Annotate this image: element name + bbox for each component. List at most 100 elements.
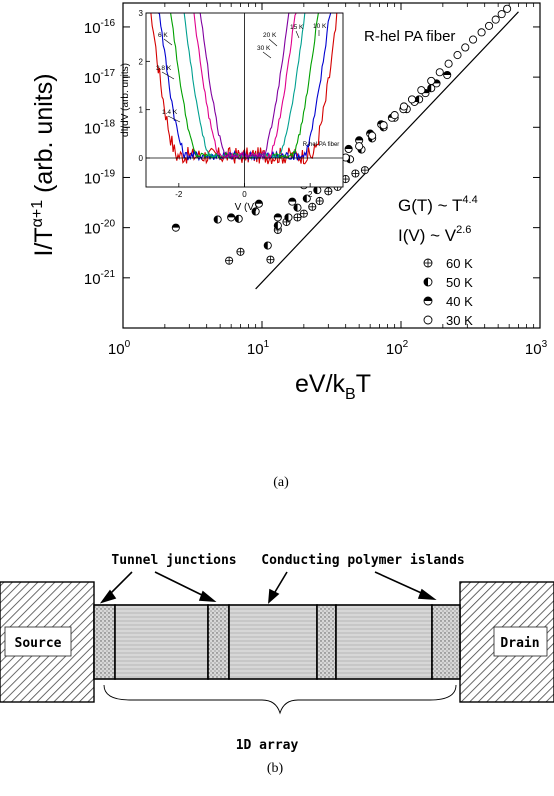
tunnel-junctions-label: Tunnel junctions: [111, 553, 236, 568]
inset-temp-arrow: [163, 38, 173, 46]
inset-temp-arrow: [161, 71, 175, 80]
data-point-cross-circle: [293, 213, 302, 222]
polymer-island: [114, 604, 209, 680]
conductance-law: G(T) ~ T4.4: [398, 194, 478, 215]
inset-temp-label-6: 30 K: [257, 45, 271, 52]
data-point-open-circle: [355, 142, 364, 151]
marker-fill: [252, 207, 256, 216]
inset-temp-label-3: 20 K: [263, 32, 277, 39]
marker-fill: [424, 297, 432, 301]
x-axis-label: eV/kBT: [295, 370, 371, 403]
drain-label: Drain: [500, 636, 539, 651]
data-point-cross-circle: [308, 202, 317, 211]
y-tick-label: 10-21: [84, 269, 116, 288]
inset-temp-arrow: [295, 30, 300, 39]
data-point-open-circle: [503, 4, 512, 13]
data-point-cross-circle: [315, 196, 324, 206]
main-plot-frame: [122, 2, 541, 329]
data-point-half-top: [254, 199, 263, 208]
marker-ring: [407, 95, 417, 104]
drain-label-box: [493, 626, 548, 657]
y-tick-label: 10-17: [84, 68, 116, 87]
inset-temp-label-5: 10 K: [313, 23, 327, 30]
current-law: I(V) ~ V2.6: [398, 224, 471, 245]
marker-ring: [368, 131, 377, 140]
inset-y-tick-label: 1: [139, 106, 144, 115]
data-point-half-top: [227, 213, 236, 222]
data-point-open-circle: [461, 43, 470, 52]
inset-x-tick-label: -2: [175, 190, 183, 199]
data-point-half-left: [284, 213, 293, 222]
marker-fill: [227, 213, 235, 218]
legend: 60 K 50 K 40 K 30 K: [423, 256, 473, 328]
marker-ring: [477, 28, 486, 37]
marker-fill: [345, 145, 353, 149]
marker-fill: [288, 198, 296, 202]
inset-x-tick-label: 0: [242, 190, 247, 199]
data-point-open-circle: [435, 68, 444, 77]
marker-fill: [427, 84, 432, 92]
data-point-open-circle: [497, 10, 506, 19]
marker-fill: [274, 221, 278, 230]
marker-ring: [355, 142, 364, 151]
marker-ring: [461, 43, 470, 52]
data-point-open-circle: [417, 86, 426, 95]
inset-temp-arrow: [262, 51, 272, 59]
polymer-islands-label: Conducting polymer islands: [261, 553, 465, 568]
data-point-half-top: [288, 197, 297, 206]
data-point-half-top: [423, 296, 433, 306]
inset-x-tick-label: 2: [308, 190, 313, 199]
y-tick-label: 10-19: [84, 168, 116, 187]
marker-ring: [453, 51, 462, 60]
inset-y-tick-label: 2: [139, 57, 144, 66]
marker-ring: [444, 59, 453, 68]
marker-fill: [235, 215, 239, 223]
marker-ring: [399, 102, 408, 111]
data-point-open-circle: [427, 76, 436, 85]
marker-fill: [172, 224, 180, 228]
marker-fill: [214, 215, 218, 224]
data-point-half-top: [443, 70, 452, 80]
inset-ticks: -2 0 2 0 1 2 3: [139, 9, 343, 199]
marker-ring: [497, 10, 506, 19]
marker-fill: [355, 136, 363, 141]
y-tick-label: 10-16: [84, 18, 116, 37]
marker-ring: [423, 315, 433, 325]
x-tick-label: 103: [525, 339, 548, 358]
arrowhead: [99, 589, 117, 604]
data-point-half-left: [423, 277, 433, 287]
panel-a: 100 101 102 10310-2110-2010-1910-1810-1710-…: [29, 2, 548, 490]
data-point-open-circle: [368, 131, 377, 140]
one-d-array: [93, 604, 461, 680]
marker-fill: [264, 241, 268, 250]
data-point-open-circle: [485, 21, 494, 30]
data-point-open-circle: [469, 35, 478, 44]
main-axis-ticks: 100 101 102 10310-2110-2010-1910-1810-1710-…: [84, 3, 548, 358]
inset-chart: -2 0 2 0 1 2 3 dI/dV (arb. units) V (V) R-hel …: [120, 9, 344, 213]
y-axis-label: I/Tα+1 (arb. units): [29, 73, 58, 256]
inset-temp-label-2: 1.4 K: [162, 109, 178, 116]
data-point-open-circle: [444, 59, 453, 68]
arrowhead: [268, 588, 280, 604]
inset-temp-arrow: [167, 115, 181, 123]
inset-temp-label-1: 3.8 K: [156, 65, 172, 72]
data-point-cross-circle: [266, 255, 275, 264]
marker-ring: [491, 15, 500, 24]
caption-a: (a): [273, 475, 289, 490]
marker-ring: [503, 4, 512, 13]
marker-fill: [255, 200, 263, 204]
legend-label-0: 60 K: [446, 256, 473, 271]
data-point-half-left: [273, 221, 282, 230]
arrow-junction-right: [154, 571, 209, 599]
data-point-half-left: [302, 194, 311, 203]
marker-ring: [390, 111, 399, 120]
data-point-open-circle: [453, 51, 462, 60]
data-point-half-left: [251, 207, 260, 216]
y-tick-label: 10-20: [84, 219, 116, 238]
legend-label-1: 50 K: [446, 275, 473, 290]
data-point-open-circle: [407, 95, 417, 104]
arrowhead: [417, 588, 437, 600]
arrow-island-right: [374, 571, 429, 597]
data-point-open-circle: [423, 315, 433, 325]
